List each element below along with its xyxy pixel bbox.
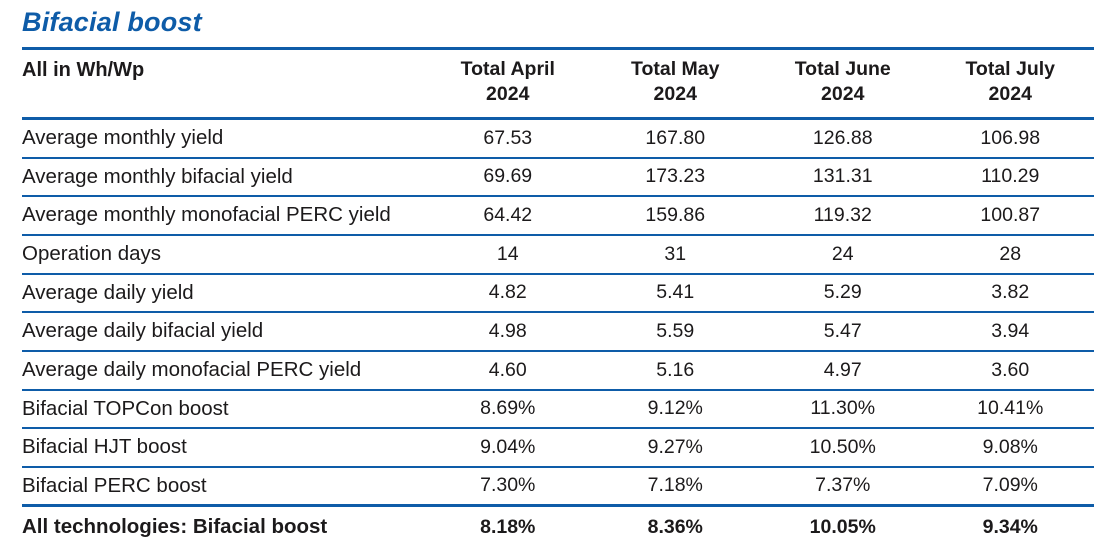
cell-value: 4.82: [424, 273, 592, 314]
cell-value: 5.16: [591, 350, 759, 391]
row-label: Average monthly yield: [22, 118, 424, 159]
cell-value: 14: [424, 235, 592, 275]
cell-value: 126.88: [759, 118, 927, 159]
cell-value: 159.86: [591, 196, 759, 237]
cell-value: 9.08%: [926, 428, 1094, 468]
table-row: Average monthly yield 67.53 167.80 126.8…: [22, 118, 1094, 159]
table-row: Bifacial PERC boost 7.30% 7.18% 7.37% 7.…: [22, 466, 1094, 508]
column-header-june: Total June 2024: [759, 49, 927, 121]
row-label: Average daily yield: [22, 273, 424, 314]
cell-value: 11.30%: [759, 389, 927, 430]
table-row: Average monthly bifacial yield 69.69 173…: [22, 157, 1094, 198]
column-header-april: Total April 2024: [424, 49, 592, 121]
cell-value: 3.82: [926, 273, 1094, 314]
cell-value: 119.32: [759, 196, 927, 237]
cell-value: 7.18%: [591, 466, 759, 508]
cell-value: 8.18%: [480, 516, 536, 539]
row-label: Average monthly bifacial yield: [22, 157, 424, 198]
row-label: Bifacial TOPCon boost: [22, 389, 424, 430]
cell-value: 10.41%: [926, 389, 1094, 430]
cell-value: 9.34%: [982, 516, 1038, 539]
cell-value: 69.69: [424, 157, 592, 198]
cell-value: 4.97: [759, 350, 927, 391]
column-header-july: Total July 2024: [926, 49, 1094, 121]
table-row: Average daily monofacial PERC yield 4.60…: [22, 350, 1094, 391]
cell-value: 64.42: [424, 196, 592, 237]
cell-value: 167.80: [591, 118, 759, 159]
row-label: Bifacial PERC boost: [22, 466, 424, 508]
cell-value: 5.41: [591, 273, 759, 314]
table-row: Operation days 14 31 24 28: [22, 235, 1094, 275]
table-total-row: All technologies: Bifacial boost 8.18% 8…: [22, 506, 1094, 546]
cell-value: 24: [759, 235, 927, 275]
row-label: Bifacial HJT boost: [22, 428, 424, 468]
cell-value: 3.94: [926, 312, 1094, 352]
cell-value: 106.98: [926, 118, 1094, 159]
cell-value: 5.59: [591, 312, 759, 352]
column-header-line2: 2024: [653, 83, 697, 106]
row-label: All technologies: Bifacial boost: [22, 515, 328, 539]
cell-value: 31: [591, 235, 759, 275]
cell-value: 10.05%: [809, 516, 876, 539]
cell-value: 5.47: [759, 312, 927, 352]
column-header-line1: Total May: [631, 57, 720, 80]
cell-value: 28: [926, 235, 1094, 275]
cell-value: 5.29: [759, 273, 927, 314]
cell-value: 9.04%: [424, 428, 592, 468]
cell-value: 7.09%: [926, 466, 1094, 508]
cell-value: 173.23: [591, 157, 759, 198]
cell-value: 110.29: [926, 157, 1094, 198]
cell-value: 10.50%: [759, 428, 927, 468]
cell-value: 8.36%: [647, 516, 703, 539]
table-row: Bifacial TOPCon boost 8.69% 9.12% 11.30%…: [22, 389, 1094, 430]
column-header-line2: 2024: [486, 83, 530, 106]
column-header-line1: Total July: [965, 57, 1056, 80]
table-row: Average monthly monofacial PERC yield 64…: [22, 196, 1094, 237]
column-header-line2: 2024: [988, 83, 1032, 106]
table-row: Average daily bifacial yield 4.98 5.59 5…: [22, 312, 1094, 352]
table-row: Bifacial HJT boost 9.04% 9.27% 10.50% 9.…: [22, 428, 1094, 468]
cell-value: 100.87: [926, 196, 1094, 237]
page-title: Bifacial boost: [22, 5, 1094, 50]
cell-value: 67.53: [424, 118, 592, 159]
row-label: Average monthly monofacial PERC yield: [22, 196, 424, 237]
bifacial-boost-table: All in Wh/Wp Total April 2024 Total May 20…: [22, 49, 1094, 546]
table-header-row: All in Wh/Wp Total April 2024 Total May 20…: [22, 49, 1094, 121]
row-label: Average daily monofacial PERC yield: [22, 350, 424, 391]
cell-value: 7.30%: [424, 466, 592, 508]
column-header-line1: Total June: [794, 57, 891, 80]
cell-value: 3.60: [926, 350, 1094, 391]
cell-value: 9.27%: [591, 428, 759, 468]
cell-value: 4.60: [424, 350, 592, 391]
table-row: Average daily yield 4.82 5.41 5.29 3.82: [22, 273, 1094, 314]
cell-value: 8.69%: [424, 389, 592, 430]
cell-value: 4.98: [424, 312, 592, 352]
cell-value: 131.31: [759, 157, 927, 198]
cell-value: 9.12%: [591, 389, 759, 430]
column-header-may: Total May 2024: [591, 49, 759, 121]
cell-value: 7.37%: [759, 466, 927, 508]
column-header-line1: Total April: [460, 57, 555, 80]
row-label: Average daily bifacial yield: [22, 312, 424, 352]
unit-header: All in Wh/Wp: [22, 49, 424, 121]
column-header-line2: 2024: [821, 83, 865, 106]
row-label: Operation days: [22, 235, 424, 275]
